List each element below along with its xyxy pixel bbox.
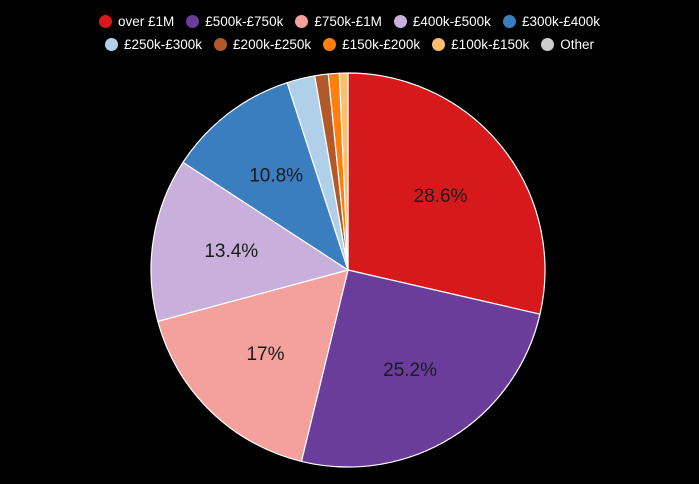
legend-label: £750k-£1M [314, 13, 382, 29]
legend-label: £200k-£250k [233, 36, 312, 52]
slice-label-4: 10.8% [249, 166, 303, 187]
legend-swatch-icon [432, 37, 446, 51]
pie-slice-2[interactable] [157, 269, 349, 463]
legend-item-200k-250k[interactable]: £200k-£250k [214, 37, 311, 52]
legend-label: £300k-£400k [521, 13, 600, 29]
legend-row-1: over £1M £500k-£750k £750k-£1M £400k-£50… [0, 10, 699, 32]
legend-item-500k-750k[interactable]: £500k-£750k [186, 14, 283, 29]
legend-item-250k-300k[interactable]: £250k-£300k [104, 36, 203, 52]
legend-swatch-icon [393, 14, 407, 28]
legend-swatch-icon [541, 37, 555, 51]
legend-label: £500k-£750k [205, 13, 284, 29]
slice-label-3: 13.4% [204, 241, 258, 262]
legend-label: over £1M [117, 13, 175, 29]
legend-item-100k-150k[interactable]: £100k-£150k [432, 37, 529, 52]
legend-item-300k-400k[interactable]: £300k-£400k [502, 13, 600, 29]
legend-item-over-1m[interactable]: over £1M [98, 13, 175, 29]
pie-slice-3[interactable] [150, 161, 349, 322]
pie-slice-8[interactable] [338, 72, 349, 271]
legend-item-400k-500k[interactable]: £400k-£500k [393, 13, 491, 29]
legend-item-750k-1m[interactable]: £750k-£1M [295, 14, 382, 29]
legend-swatch-icon [104, 37, 118, 51]
legend-label: Other [560, 36, 594, 52]
pie-slice-4[interactable] [182, 82, 349, 271]
pie-slice-1[interactable] [300, 269, 541, 468]
legend-item-other[interactable]: Other [541, 37, 594, 52]
slice-label-1: 25.2% [383, 360, 437, 381]
legend-row-2: £250k-£300k £200k-£250k £150k-£200k £100… [0, 33, 699, 55]
legend-swatch-icon [214, 37, 228, 51]
legend-label: £150k-£200k [342, 36, 421, 52]
legend-swatch-icon [323, 37, 337, 51]
pie-slice-0[interactable] [347, 72, 546, 315]
legend-swatch-icon [502, 14, 516, 28]
legend-label: £400k-£500k [412, 13, 491, 29]
slice-label-0: 28.6% [414, 186, 468, 207]
legend-item-150k-200k[interactable]: £150k-£200k [323, 37, 420, 52]
legend-swatch-icon [98, 14, 112, 28]
legend-label: £250k-£300k [123, 36, 203, 52]
legend-label: £100k-£150k [451, 36, 530, 52]
legend-swatch-icon [186, 14, 200, 28]
legend: over £1M £500k-£750k £750k-£1M £400k-£50… [0, 0, 699, 60]
slice-label-2: 17% [246, 344, 284, 365]
legend-swatch-icon [295, 14, 309, 28]
